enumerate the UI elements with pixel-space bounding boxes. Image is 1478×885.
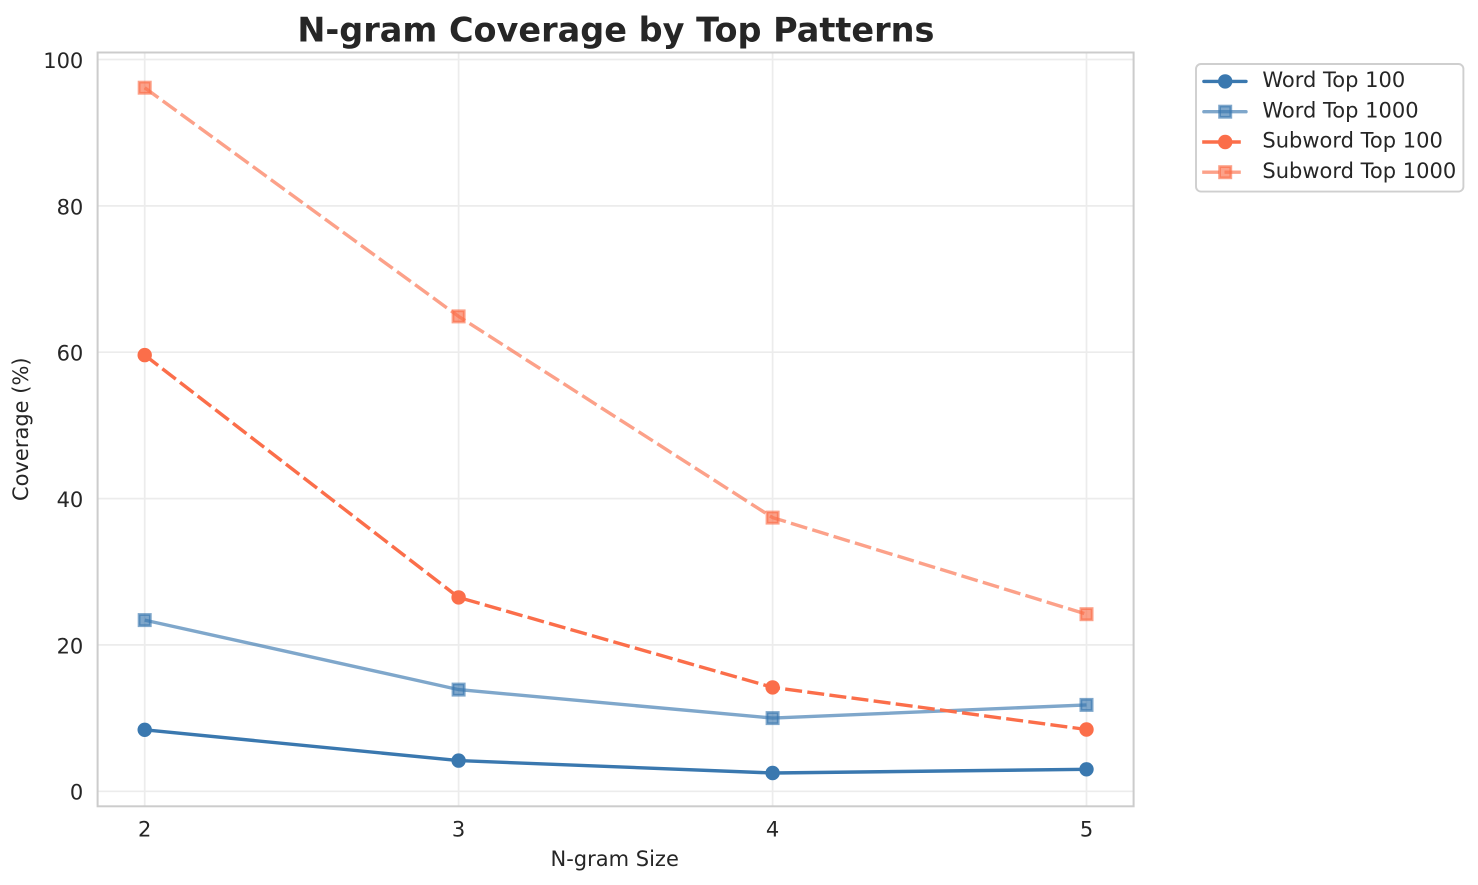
svg-text:0: 0 (70, 781, 83, 805)
svg-text:Coverage (%): Coverage (%) (9, 357, 33, 501)
svg-text:100: 100 (43, 49, 83, 73)
svg-text:40: 40 (57, 488, 84, 512)
svg-text:Word Top 1000: Word Top 1000 (1262, 98, 1418, 122)
svg-text:3: 3 (452, 817, 465, 841)
svg-text:2: 2 (138, 817, 151, 841)
svg-text:N-gram Coverage by Top Pattern: N-gram Coverage by Top Patterns (297, 10, 934, 49)
svg-text:80: 80 (57, 195, 84, 219)
svg-text:N-gram Size: N-gram Size (551, 847, 679, 871)
svg-text:Subword Top 1000: Subword Top 1000 (1262, 159, 1456, 183)
svg-text:20: 20 (57, 634, 84, 658)
svg-text:4: 4 (766, 817, 779, 841)
svg-text:5: 5 (1080, 817, 1093, 841)
svg-text:60: 60 (57, 342, 84, 366)
svg-text:Subword Top 100: Subword Top 100 (1262, 129, 1442, 153)
svg-text:Word Top 100: Word Top 100 (1262, 68, 1405, 92)
